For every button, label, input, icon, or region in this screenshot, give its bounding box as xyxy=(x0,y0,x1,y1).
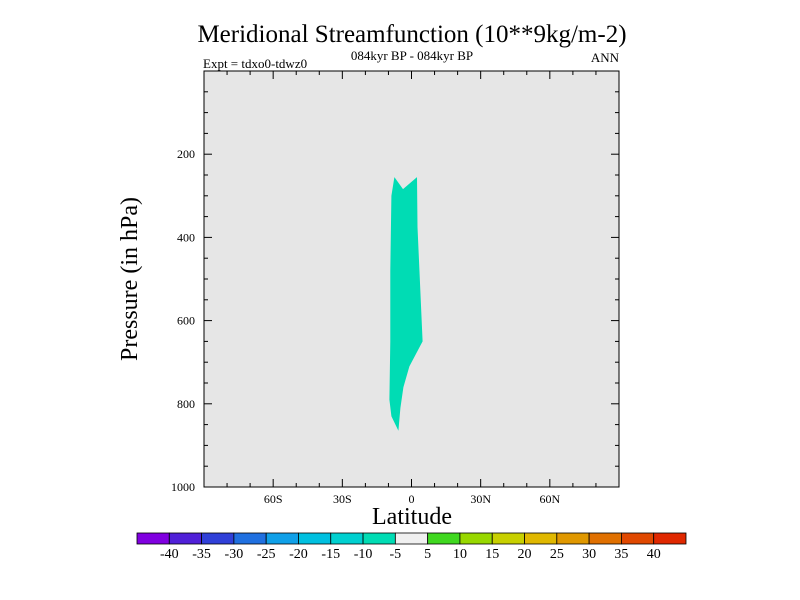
colorbar-label: -15 xyxy=(321,547,340,562)
axis-ticks: 60S 30S 0 30N 60N 200 400 600 800 1000 xyxy=(171,71,619,506)
colorbar-swatch xyxy=(491,532,525,545)
season-label: ANN xyxy=(591,50,620,65)
colorbar-label: 25 xyxy=(550,547,564,562)
colorbar-swatch xyxy=(233,532,267,545)
colorbar-swatch xyxy=(653,532,687,545)
colorbar-label: -10 xyxy=(354,547,373,562)
colorbar-label: 10 xyxy=(453,547,467,562)
colorbar: -40 -35 -30 -25 -20 -15 -10 -5 5 10 15 20 25 30 35 40 xyxy=(136,532,687,562)
y-tick-label: 800 xyxy=(177,397,195,411)
colorbar-swatch xyxy=(298,532,332,545)
contour-region-0 xyxy=(389,177,423,431)
colorbar-label: -35 xyxy=(192,547,211,562)
colorbar-swatch xyxy=(168,532,202,545)
colorbar-label: -40 xyxy=(160,547,179,562)
colorbar-swatch xyxy=(459,532,493,545)
plot-frame xyxy=(203,70,620,488)
colorbar-label: 35 xyxy=(614,547,628,562)
colorbar-swatch xyxy=(588,532,622,545)
colorbar-label: 30 xyxy=(582,547,596,562)
chart-title: Meridional Streamfunction (10**9kg/m-2) xyxy=(197,21,626,48)
colorbar-swatch xyxy=(621,532,655,545)
colorbar-swatch xyxy=(524,532,558,545)
colorbar-swatch xyxy=(427,532,461,545)
colorbar-swatch xyxy=(556,532,590,545)
colorbar-swatch xyxy=(265,532,299,545)
colorbar-label: 15 xyxy=(485,547,499,562)
colorbar-label: -30 xyxy=(225,547,244,562)
colorbar-label: -25 xyxy=(257,547,276,562)
colorbar-label: 20 xyxy=(518,547,532,562)
x-tick-label: 30N xyxy=(470,492,491,506)
chart-subtitle: 084kyr BP - 084kyr BP xyxy=(351,48,473,63)
x-tick-label: 30S xyxy=(333,492,352,506)
x-tick-label: 60S xyxy=(264,492,283,506)
y-tick-label: 1000 xyxy=(171,480,195,494)
contour-regions xyxy=(389,177,423,431)
y-axis-label: Pressure (in hPa) xyxy=(117,197,143,361)
x-axis-label: Latitude xyxy=(372,504,452,530)
x-tick-label: 60N xyxy=(539,492,560,506)
colorbar-swatch xyxy=(362,532,396,545)
experiment-label: Expt = tdxo0-tdwz0 xyxy=(203,56,307,71)
y-tick-label: 400 xyxy=(177,230,195,244)
colorbar-label: 5 xyxy=(424,547,431,562)
colorbar-label: 40 xyxy=(647,547,661,562)
colorbar-swatch xyxy=(394,532,429,545)
colorbar-label: -5 xyxy=(390,547,402,562)
colorbar-swatch xyxy=(136,532,170,545)
colorbar-swatch xyxy=(330,532,364,545)
y-tick-label: 200 xyxy=(177,147,195,161)
colorbar-swatch xyxy=(201,532,235,545)
colorbar-label: -20 xyxy=(289,547,308,562)
y-tick-label: 600 xyxy=(177,314,195,328)
x-tick-label: 0 xyxy=(409,492,415,506)
